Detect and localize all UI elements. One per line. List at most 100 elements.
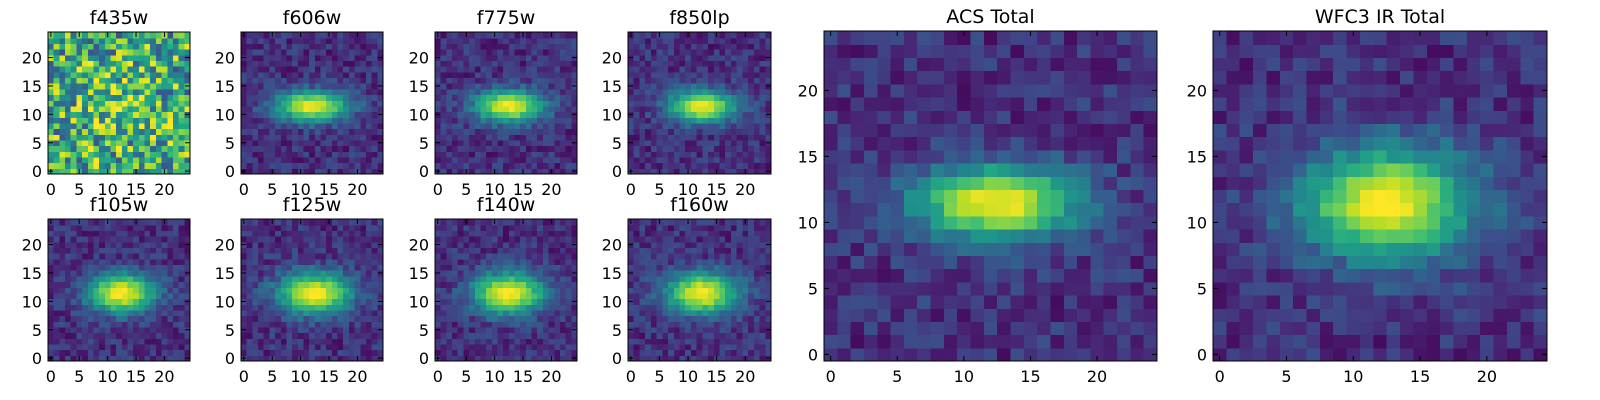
heatmap-cell bbox=[365, 122, 373, 130]
heatmap-cell bbox=[53, 128, 60, 135]
heatmap-cell bbox=[480, 355, 487, 362]
heatmap-cell bbox=[87, 236, 95, 243]
heatmap-cell bbox=[650, 37, 658, 44]
heatmap-cell bbox=[452, 219, 459, 226]
heatmap-cell bbox=[480, 315, 487, 322]
heatmap-cell bbox=[360, 49, 367, 56]
heatmap-cell bbox=[503, 332, 510, 339]
heatmap-cell bbox=[87, 168, 95, 175]
heatmap-cell bbox=[685, 117, 692, 124]
heatmap-cell bbox=[70, 253, 77, 260]
heatmap-cell bbox=[127, 156, 134, 164]
heatmap-cell bbox=[554, 258, 561, 266]
heatmap-cell bbox=[110, 253, 117, 260]
heatmap-cell bbox=[645, 117, 652, 124]
heatmap-cell bbox=[520, 349, 527, 356]
heatmap-cell bbox=[514, 77, 521, 84]
heatmap-cell bbox=[269, 281, 276, 288]
heatmap-cell bbox=[525, 224, 533, 231]
heatmap-cell bbox=[554, 253, 561, 260]
heatmap-cell bbox=[748, 145, 755, 152]
heatmap-cell bbox=[696, 139, 703, 147]
heatmap-cell bbox=[748, 298, 755, 305]
heatmap-cell bbox=[104, 88, 112, 96]
heatmap-cell bbox=[110, 88, 117, 96]
heatmap-cell bbox=[138, 309, 146, 317]
heatmap-cell bbox=[110, 247, 117, 254]
heatmap-cell bbox=[65, 168, 72, 175]
heatmap-cell bbox=[497, 298, 504, 305]
heatmap-cell bbox=[650, 292, 658, 300]
heatmap-cell bbox=[116, 219, 123, 226]
heatmap-cell bbox=[48, 100, 55, 107]
heatmap-cell bbox=[668, 77, 675, 84]
heatmap-cell bbox=[337, 349, 344, 356]
heatmap-cell bbox=[246, 304, 253, 311]
heatmap-cell bbox=[184, 162, 191, 169]
heatmap-cell bbox=[491, 264, 499, 271]
heatmap-cell bbox=[99, 134, 106, 141]
heatmap-cell bbox=[65, 83, 72, 90]
heatmap-cell bbox=[531, 94, 538, 101]
heatmap-cell bbox=[679, 83, 686, 90]
heatmap-cell bbox=[435, 321, 442, 328]
heatmap-cell bbox=[87, 77, 95, 84]
heatmap-cell bbox=[360, 71, 367, 79]
heatmap-cell bbox=[82, 247, 89, 254]
heatmap-cell bbox=[503, 117, 510, 124]
heatmap-cell bbox=[491, 128, 499, 135]
heatmap-cell bbox=[685, 162, 692, 169]
heatmap-cell bbox=[252, 304, 259, 311]
heatmap-cell bbox=[548, 292, 555, 300]
heatmap-cell bbox=[269, 304, 276, 311]
heatmap-cell bbox=[331, 343, 339, 351]
heatmap-cell bbox=[480, 338, 487, 345]
heatmap-cell bbox=[144, 338, 151, 345]
heatmap-cell bbox=[59, 60, 66, 67]
heatmap-cell bbox=[486, 292, 493, 300]
heatmap-cell bbox=[748, 100, 755, 107]
heatmap-cell bbox=[633, 287, 641, 294]
heatmap-cell bbox=[354, 253, 361, 260]
heatmap-cell bbox=[503, 304, 510, 311]
heatmap-cell bbox=[263, 71, 270, 79]
heatmap-cell bbox=[144, 281, 151, 288]
heatmap-cell bbox=[514, 156, 521, 164]
heatmap-cell bbox=[99, 253, 106, 260]
heatmap-cell bbox=[326, 71, 333, 79]
heatmap-cell bbox=[184, 88, 191, 96]
heatmap-cell bbox=[531, 275, 538, 283]
heatmap-cell bbox=[480, 83, 487, 90]
heatmap-cell bbox=[633, 117, 641, 124]
heatmap-cell bbox=[503, 111, 510, 118]
heatmap-cell bbox=[59, 122, 66, 130]
heatmap-cell bbox=[144, 83, 151, 90]
heatmap-cell bbox=[303, 111, 310, 118]
heatmap-cell bbox=[435, 224, 442, 231]
heatmap-cell bbox=[320, 281, 327, 288]
heatmap-cell bbox=[144, 292, 151, 300]
heatmap-cell bbox=[525, 338, 533, 345]
heatmap-cell bbox=[263, 134, 270, 141]
heatmap-cell bbox=[127, 298, 134, 305]
heatmap-cell bbox=[314, 236, 322, 243]
heatmap-cell bbox=[161, 304, 168, 311]
heatmap-cell bbox=[377, 258, 384, 266]
heatmap-cell bbox=[275, 315, 282, 322]
heatmap-cell bbox=[365, 162, 373, 169]
heatmap-cell bbox=[690, 355, 698, 362]
heatmap-cell bbox=[348, 83, 356, 90]
heatmap-cell bbox=[337, 230, 344, 237]
heatmap-cell bbox=[446, 326, 453, 334]
heatmap-cell bbox=[650, 105, 658, 113]
heatmap-cell bbox=[713, 60, 721, 67]
heatmap-cell bbox=[292, 258, 299, 266]
heatmap-cell bbox=[343, 54, 350, 61]
heatmap-cell bbox=[702, 111, 709, 118]
heatmap-cell bbox=[503, 338, 510, 345]
heatmap-cell bbox=[326, 88, 333, 96]
heatmap-cell bbox=[673, 332, 681, 339]
heatmap-cell bbox=[371, 37, 378, 44]
heatmap-cell bbox=[331, 60, 339, 67]
heatmap-cell bbox=[252, 145, 259, 152]
